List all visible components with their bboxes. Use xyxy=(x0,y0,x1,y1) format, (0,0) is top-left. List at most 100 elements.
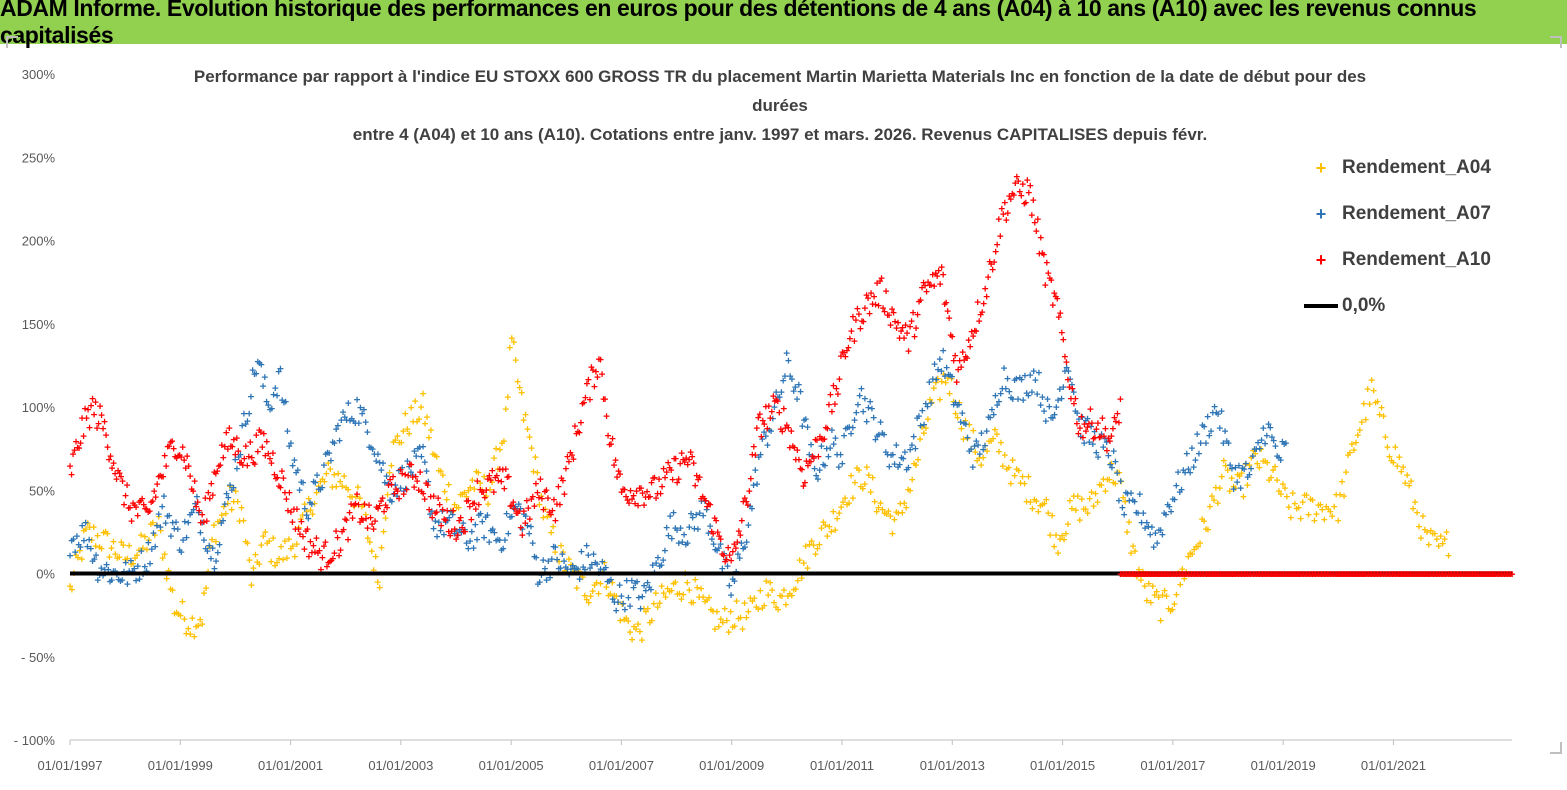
point-a10-zero-top: + xyxy=(1459,568,1466,581)
point-a07: + xyxy=(1096,431,1103,444)
point-a07: + xyxy=(874,429,881,442)
point-a10-zero-top: + xyxy=(1238,568,1245,581)
point-a10: + xyxy=(346,506,353,519)
point-a07: + xyxy=(168,529,175,542)
point-a10: + xyxy=(569,449,576,462)
point-a04: + xyxy=(1270,463,1277,476)
point-a04: + xyxy=(1013,462,1020,475)
point-a10: + xyxy=(787,441,794,454)
point-a10: + xyxy=(686,453,693,466)
point-a10: + xyxy=(705,497,712,510)
point-a04: + xyxy=(175,608,182,621)
point-a04: + xyxy=(1272,460,1279,473)
point-a10: + xyxy=(744,498,751,511)
corner-handle-top-right[interactable] xyxy=(1550,36,1562,48)
point-a10: + xyxy=(130,497,137,510)
point-a04: + xyxy=(258,539,265,552)
point-a04: + xyxy=(986,434,993,447)
point-a07: + xyxy=(1083,414,1090,427)
point-a04: + xyxy=(483,490,490,503)
point-a04: + xyxy=(790,583,797,596)
point-a10-zero-top: + xyxy=(1158,568,1165,581)
point-a04: + xyxy=(187,627,194,640)
point-a04: + xyxy=(1100,473,1107,486)
point-a10: + xyxy=(217,459,224,472)
point-a10-zero-top: + xyxy=(1485,568,1492,581)
point-a10: + xyxy=(898,324,905,337)
point-a10-zero-top: + xyxy=(1315,568,1322,581)
point-a10: + xyxy=(606,438,613,451)
point-a10: + xyxy=(282,486,289,499)
point-a07: + xyxy=(1277,453,1284,466)
point-a07: + xyxy=(750,478,757,491)
point-a10: + xyxy=(471,496,478,509)
point-a04: + xyxy=(430,448,437,461)
point-a07: + xyxy=(928,397,935,410)
point-a10: + xyxy=(666,461,673,474)
point-a04: + xyxy=(1128,547,1135,560)
point-a04: + xyxy=(414,415,421,428)
point-a10: + xyxy=(116,466,123,479)
point-a07: + xyxy=(653,557,660,570)
point-a04: + xyxy=(503,402,510,415)
point-a07: + xyxy=(430,522,437,535)
point-a07: + xyxy=(535,577,542,590)
point-a10-zero-top: + xyxy=(1421,568,1428,581)
point-a04: + xyxy=(390,436,397,449)
point-a04: + xyxy=(79,552,86,565)
y-tick-label: 150% xyxy=(22,317,56,332)
point-a07: + xyxy=(867,395,874,408)
point-a04: + xyxy=(885,504,892,517)
point-a10: + xyxy=(304,523,311,536)
point-a04: + xyxy=(1313,508,1320,521)
point-a10: + xyxy=(438,519,445,532)
point-a04: + xyxy=(944,371,951,384)
point-a10-zero-top: + xyxy=(1147,568,1154,581)
point-a07: + xyxy=(597,563,604,576)
point-a07: + xyxy=(328,454,335,467)
point-a04: + xyxy=(660,586,667,599)
point-a07: + xyxy=(117,574,124,587)
point-a10-zero-top: + xyxy=(1274,568,1281,581)
point-a10-zero-top: + xyxy=(1474,568,1481,581)
point-a07: + xyxy=(441,528,448,541)
point-a04: + xyxy=(364,531,371,544)
point-a10: + xyxy=(412,470,419,483)
point-a07: + xyxy=(333,423,340,436)
point-a10: + xyxy=(185,460,192,473)
point-a07: + xyxy=(761,426,768,439)
point-a10-zero-top: + xyxy=(1448,568,1455,581)
point-a04: + xyxy=(1114,466,1121,479)
point-a07: + xyxy=(119,574,126,587)
point-a10-zero-top: + xyxy=(1223,568,1230,581)
point-a07: + xyxy=(599,555,606,568)
point-a07: + xyxy=(74,529,81,542)
point-a10: + xyxy=(929,268,936,281)
point-a07: + xyxy=(227,478,234,491)
point-a10: + xyxy=(273,472,280,485)
point-a10: + xyxy=(234,432,241,445)
point-a10: + xyxy=(181,454,188,467)
point-a07: + xyxy=(197,526,204,539)
corner-handle-top-left[interactable] xyxy=(6,36,18,48)
point-a10: + xyxy=(238,456,245,469)
point-a07: + xyxy=(969,460,976,473)
point-a10: + xyxy=(1047,271,1054,284)
point-a04: + xyxy=(1349,438,1356,451)
point-a10: + xyxy=(1063,355,1070,368)
point-a10: + xyxy=(796,453,803,466)
point-a10: + xyxy=(821,433,828,446)
point-a10: + xyxy=(1078,410,1085,423)
point-a10: + xyxy=(614,471,621,484)
point-a10: + xyxy=(1062,350,1069,363)
point-a07: + xyxy=(994,399,1001,412)
point-a04: + xyxy=(550,520,557,533)
point-a04: + xyxy=(246,553,253,566)
point-a04: + xyxy=(1023,495,1030,508)
point-a10-zero-top: + xyxy=(1350,568,1357,581)
point-a07: + xyxy=(241,407,248,420)
corner-handle-bottom-right[interactable] xyxy=(1550,742,1562,754)
point-a04: + xyxy=(1319,503,1326,516)
point-a04: + xyxy=(609,576,616,589)
point-a07: + xyxy=(978,427,985,440)
